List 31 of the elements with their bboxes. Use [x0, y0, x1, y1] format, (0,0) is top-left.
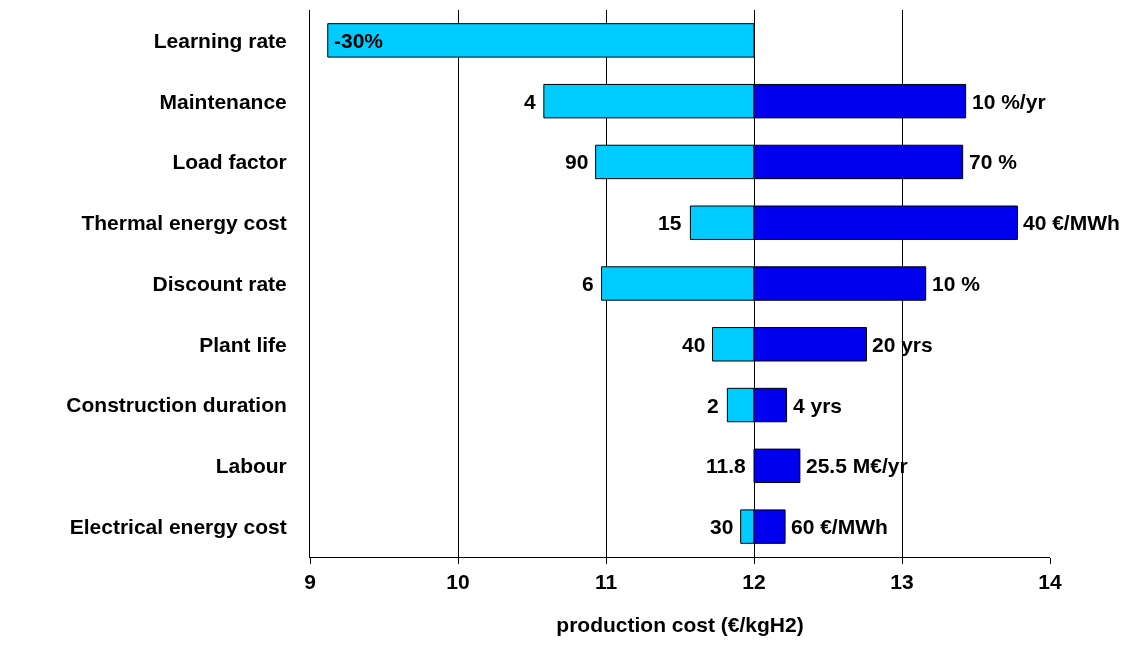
- y-tick-label: Maintenance: [159, 89, 287, 113]
- annotation: 11.8: [706, 454, 747, 477]
- y-tick-label: Electrical energy cost: [69, 514, 287, 538]
- y-tick-label: Labour: [215, 454, 287, 478]
- y-tick-label: Load factor: [172, 150, 287, 174]
- annotation: 4 yrs: [793, 394, 843, 417]
- annotation: 90: [565, 150, 589, 173]
- annotation: 10 %/yr: [972, 90, 1046, 113]
- y-tick-label: Construction duration: [66, 393, 287, 417]
- annotation: 70 %: [969, 150, 1018, 173]
- x-tick-label: 14: [1038, 570, 1062, 594]
- annotation: 40 €/MWh: [1023, 211, 1120, 234]
- y-tick-label: Plant life: [199, 332, 287, 356]
- x-tick-label: 11: [594, 570, 618, 594]
- y-tick-label: Thermal energy cost: [81, 211, 287, 235]
- x-tick-label: 10: [446, 570, 470, 594]
- x-tick-label: 9: [304, 570, 316, 594]
- annotation: 40: [682, 333, 706, 356]
- x-tick-label: 13: [890, 570, 914, 594]
- annotation: 15: [658, 211, 682, 234]
- x-axis-title: production cost (€/kgH2): [556, 613, 804, 637]
- annotation: -30%: [334, 29, 384, 52]
- annotation: 2: [707, 394, 719, 417]
- x-tick-label: 12: [742, 570, 766, 594]
- annotation: 10 %: [932, 272, 981, 295]
- annotation: 6: [582, 272, 594, 295]
- annotation: 4: [524, 90, 536, 113]
- y-tick-label: Discount rate: [152, 271, 287, 295]
- annotation: 30: [710, 515, 734, 538]
- y-tick-label: Learning rate: [153, 28, 287, 52]
- annotation: 60 €/MWh: [791, 515, 888, 538]
